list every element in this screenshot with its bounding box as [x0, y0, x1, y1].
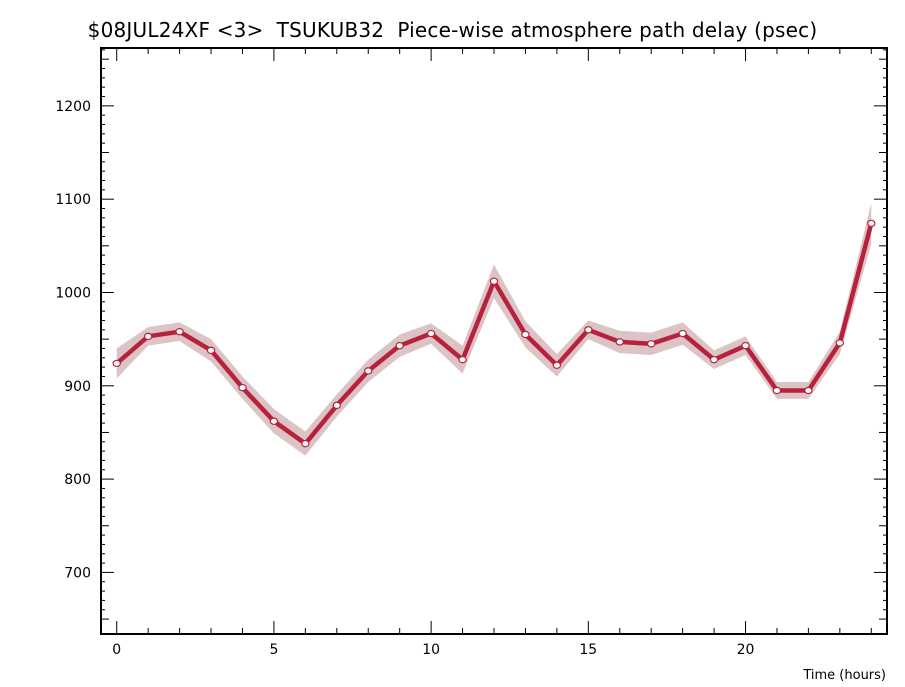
data-point	[867, 219, 876, 228]
data-point	[364, 367, 373, 375]
uncertainty-band-layer	[116, 202, 872, 456]
data-point	[175, 327, 184, 336]
y-tick-label: 1000	[55, 285, 91, 301]
x-tick-label: 0	[112, 642, 121, 658]
data-point	[521, 330, 530, 339]
data-point	[269, 417, 279, 425]
x-tick-label: 20	[737, 642, 755, 658]
data-point	[584, 326, 593, 334]
x-tick-label: 5	[269, 642, 278, 658]
data-point	[489, 277, 499, 285]
data-point	[709, 355, 719, 364]
y-tick-label: 1100	[55, 192, 91, 208]
plot-frame	[100, 47, 888, 635]
y-tick-label: 1200	[55, 99, 91, 115]
series-line-layer	[115, 222, 874, 446]
data-point	[112, 359, 121, 368]
data-point	[615, 338, 624, 346]
y-tick-label: 900	[64, 379, 91, 395]
data-point	[206, 346, 216, 355]
y-tick-label: 800	[64, 472, 91, 488]
data-point	[332, 401, 341, 410]
data-point	[552, 361, 562, 369]
y-tick-label: 700	[64, 565, 91, 581]
data-point	[395, 341, 404, 350]
data-point	[238, 383, 247, 392]
axes-frame: 700 800 900 1000 1100 1200 0 5 10 15 20	[55, 47, 888, 658]
data-point	[678, 329, 687, 338]
data-point	[647, 340, 656, 348]
data-point	[301, 439, 310, 448]
data-point	[426, 329, 436, 338]
data-point	[835, 339, 845, 347]
x-tick-label: 10	[422, 642, 440, 658]
chart-title: $08JUL24XF <3> TSUKUB32 Piece-wise atmos…	[87, 18, 818, 42]
x-tick-label: 15	[579, 642, 597, 658]
data-point	[772, 386, 782, 395]
data-points-layer	[112, 219, 876, 448]
data-point	[804, 386, 813, 395]
data-point	[741, 341, 750, 350]
series-line	[115, 222, 874, 446]
x-axis-label: Time (hours)	[802, 668, 886, 683]
data-point	[458, 355, 467, 364]
uncertainty-band	[116, 202, 872, 456]
data-point	[143, 332, 153, 341]
